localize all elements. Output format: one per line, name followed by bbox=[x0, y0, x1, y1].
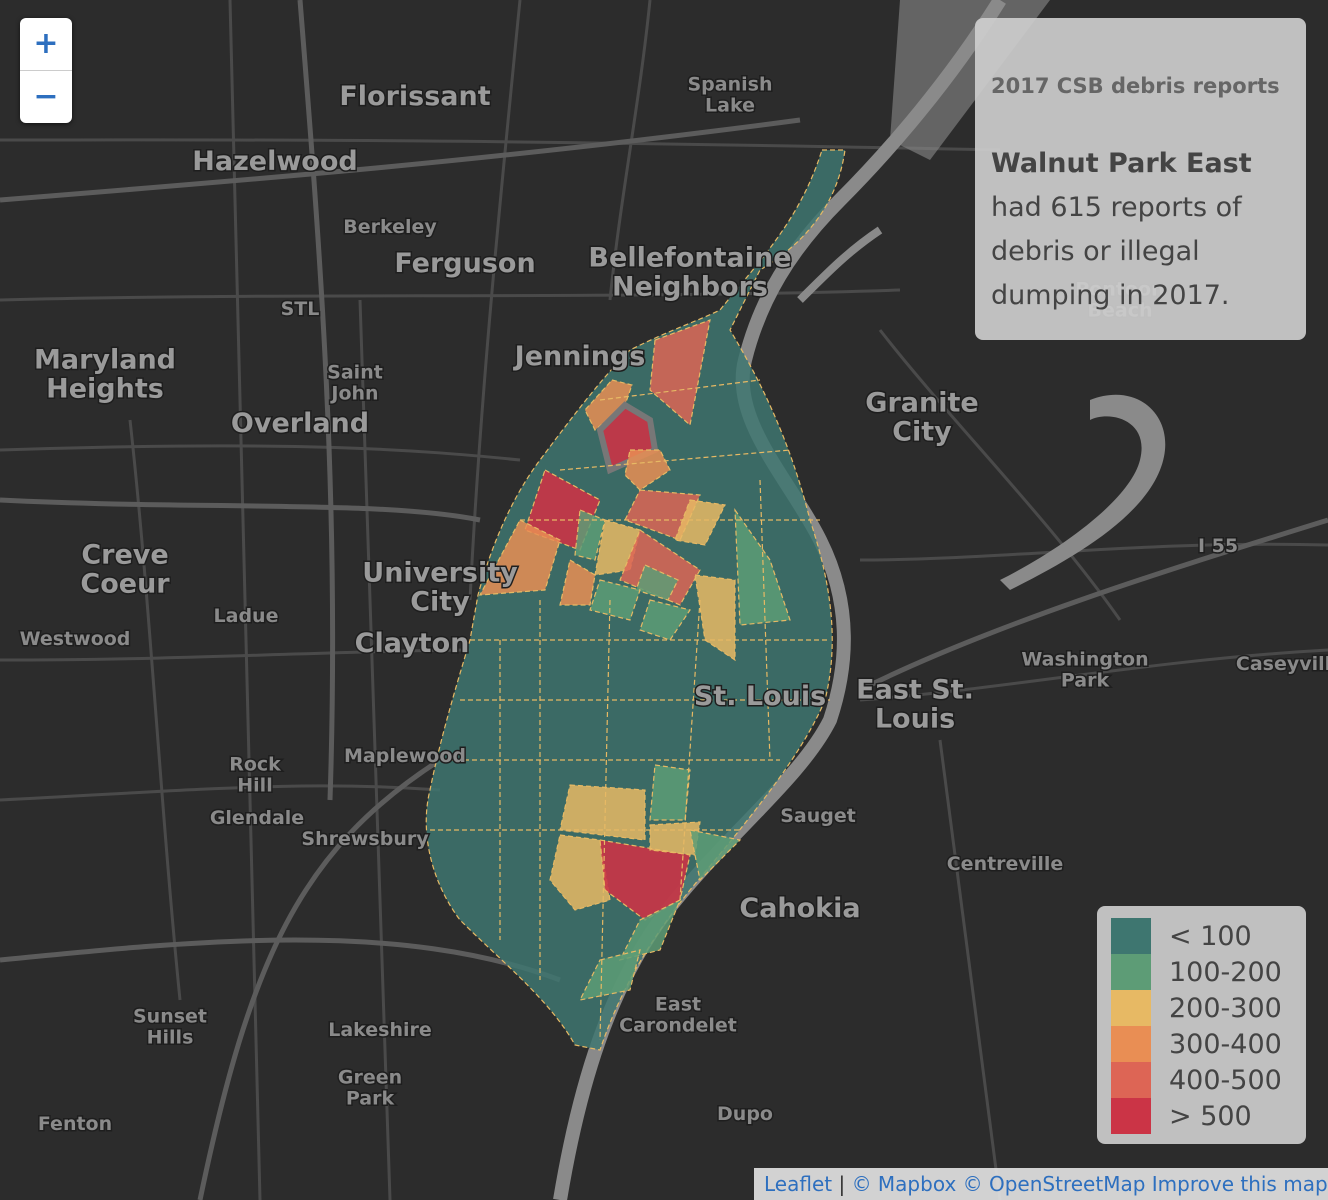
place-label: Sunset Hills bbox=[133, 1006, 207, 1049]
place-label: Clayton bbox=[355, 628, 470, 659]
osm-link[interactable]: © OpenStreetMap bbox=[962, 1172, 1146, 1196]
place-label: Berkeley bbox=[343, 216, 437, 238]
place-label: Glendale bbox=[210, 807, 304, 829]
place-label: Caseyville bbox=[1236, 653, 1328, 675]
legend-label: 100-200 bbox=[1169, 956, 1282, 988]
city-neighborhoods bbox=[425, 149, 846, 1051]
place-label: Florissant bbox=[339, 81, 490, 112]
legend-swatch bbox=[1111, 1062, 1151, 1098]
legend-label: 200-300 bbox=[1169, 992, 1282, 1024]
mapbox-link[interactable]: © Mapbox bbox=[851, 1172, 957, 1196]
place-label: Lakeshire bbox=[328, 1019, 432, 1041]
legend-swatch bbox=[1111, 990, 1151, 1026]
place-label: University City bbox=[362, 558, 518, 618]
place-label: Ladue bbox=[214, 605, 279, 627]
place-label: St. Louis bbox=[694, 681, 826, 712]
place-label: Cahokia bbox=[739, 893, 860, 924]
place-label: Granite City bbox=[865, 388, 978, 448]
place-label: Shrewsbury bbox=[301, 828, 429, 850]
info-text: Walnut Park East had 615 reports of debr… bbox=[991, 142, 1290, 318]
info-panel: 2017 CSB debris reports Walnut Park East… bbox=[975, 18, 1306, 340]
legend-swatch bbox=[1111, 954, 1151, 990]
info-text-2: reports of debris or illegal dumping in … bbox=[991, 192, 1242, 311]
place-label: Overland bbox=[231, 408, 369, 439]
legend-row: 400-500 bbox=[1111, 1062, 1292, 1098]
place-label: Ferguson bbox=[394, 248, 535, 279]
legend-label: > 500 bbox=[1169, 1100, 1252, 1132]
legend-row: 300-400 bbox=[1111, 1026, 1292, 1062]
attribution-separator: | bbox=[832, 1172, 852, 1196]
place-label: Green Park bbox=[338, 1067, 402, 1110]
place-label: Dupo bbox=[717, 1103, 773, 1125]
place-label: East St. Louis bbox=[856, 675, 974, 735]
zoom-in-button[interactable]: + bbox=[20, 18, 72, 71]
info-text-1: had bbox=[991, 192, 1051, 223]
leaflet-link[interactable]: Leaflet bbox=[764, 1172, 833, 1196]
place-label: Hazelwood bbox=[192, 146, 357, 177]
zoom-out-button[interactable]: − bbox=[33, 79, 59, 114]
place-label: Jennings bbox=[513, 341, 646, 372]
legend-swatch bbox=[1111, 1098, 1151, 1134]
info-neighborhood: Walnut Park East bbox=[991, 148, 1252, 179]
place-labels: Florissant Spanish Lake Hazelwood Berkeley Fe… bbox=[18, 72, 1328, 1137]
improve-map-link[interactable]: Improve this map bbox=[1151, 1172, 1328, 1196]
legend-label: 400-500 bbox=[1169, 1064, 1282, 1096]
place-label: Maplewood bbox=[344, 745, 466, 767]
legend-swatch bbox=[1111, 1026, 1151, 1062]
zoom-control: + − bbox=[20, 18, 72, 123]
legend-row: 100-200 bbox=[1111, 954, 1292, 990]
info-count: 615 bbox=[1050, 192, 1102, 223]
place-label: East Carondelet bbox=[619, 994, 737, 1037]
legend: < 100 100-200 200-300 300-400 400-500 > … bbox=[1097, 906, 1306, 1144]
place-label: Saint John bbox=[327, 362, 383, 405]
legend-row: > 500 bbox=[1111, 1098, 1292, 1134]
place-label: Centreville bbox=[947, 853, 1064, 875]
info-title: 2017 CSB debris reports bbox=[991, 74, 1280, 98]
legend-swatch bbox=[1111, 918, 1151, 954]
place-label: Creve Coeur bbox=[80, 540, 170, 600]
place-label: Sauget bbox=[780, 805, 856, 827]
attribution-bar: Leaflet | © Mapbox © OpenStreetMap Impro… bbox=[754, 1168, 1328, 1200]
place-label: STL bbox=[281, 298, 320, 320]
place-label: Maryland Heights bbox=[34, 345, 176, 405]
legend-label: < 100 bbox=[1169, 920, 1252, 952]
place-label: Rock Hill bbox=[229, 754, 281, 797]
legend-row: 200-300 bbox=[1111, 990, 1292, 1026]
place-label: Washington Park bbox=[1021, 649, 1148, 692]
place-label: Bellefontaine Neighbors bbox=[588, 243, 791, 303]
place-label: Westwood bbox=[20, 628, 131, 650]
place-label: Spanish Lake bbox=[688, 74, 773, 117]
place-label: I 55 bbox=[1198, 535, 1238, 557]
legend-row: < 100 bbox=[1111, 918, 1292, 954]
place-label: Fenton bbox=[38, 1113, 112, 1135]
legend-label: 300-400 bbox=[1169, 1028, 1282, 1060]
